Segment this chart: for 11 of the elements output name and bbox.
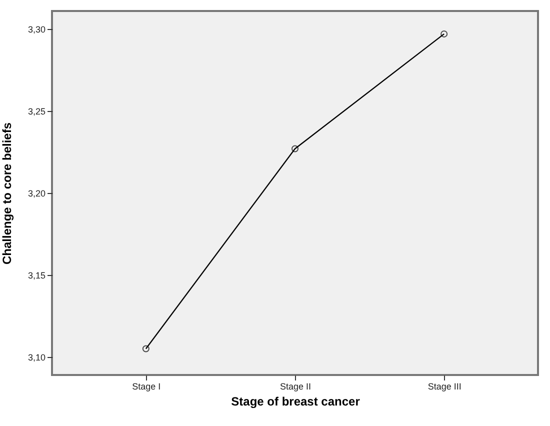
point [292, 145, 298, 152]
y-tick-label: 3,30 [28, 24, 46, 35]
y-tick-label: 3,10 [28, 352, 46, 362]
y-tick-label: 3,25 [28, 106, 46, 117]
x-tick-label: Stage II [280, 382, 312, 392]
x-tick-label: Stage I [132, 382, 161, 392]
y-tick-label: 3,20 [28, 188, 46, 198]
y-tick-label: 3,15 [28, 270, 46, 280]
x-tick-label: Stage III [428, 382, 462, 392]
x-axis-title: Stage of breast cancer [231, 394, 360, 408]
y-axis-title: Challenge to core beliefs [0, 122, 14, 265]
